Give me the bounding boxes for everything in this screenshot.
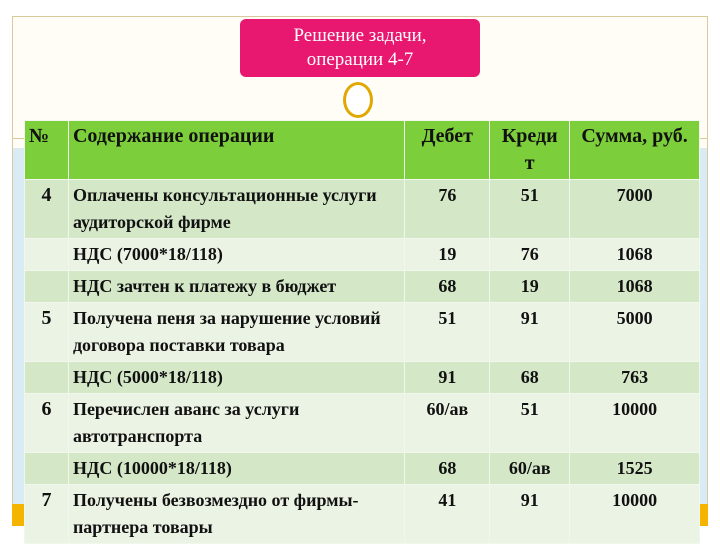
cell-credit: 76 <box>489 238 571 271</box>
cell-no <box>24 238 69 271</box>
cell-content: НДС (7000*18/118) <box>67 238 406 271</box>
cell-credit: 60/ав <box>489 452 571 485</box>
header-debit: Дебет <box>404 120 491 180</box>
cell-sum: 1068 <box>569 270 700 303</box>
title-line-2: операции 4-7 <box>306 49 414 70</box>
cell-debit: 51 <box>404 302 491 362</box>
cell-debit: 68 <box>404 452 491 485</box>
table-header-row: № Содержание операции Дебет Кредит Сумма… <box>24 120 700 180</box>
header-sum: Сумма, руб. <box>569 120 700 180</box>
table-row: НДС (10000*18/118) 68 60/ав 1525 <box>24 452 700 485</box>
cell-debit: 41 <box>404 484 491 544</box>
table-row: 7 Получены безвозмездно от фирмы-партнера… <box>24 484 700 544</box>
cell-debit: 91 <box>404 361 491 394</box>
table-row: 6 Перечислен аванс за услуги автотранспор… <box>24 393 700 453</box>
table-row: 4 Оплачены консультационные услуги аудито… <box>24 179 700 239</box>
title-line-1: Решение задачи, <box>293 25 427 46</box>
cell-credit: 91 <box>489 302 571 362</box>
header-content: Содержание операции <box>67 120 406 180</box>
cell-sum: 763 <box>569 361 700 394</box>
cell-no <box>24 361 69 394</box>
cell-debit: 19 <box>404 238 491 271</box>
cell-sum: 1525 <box>569 452 700 485</box>
cell-no: 5 <box>24 302 69 362</box>
cell-sum: 10000 <box>569 393 700 453</box>
cell-content: НДС (10000*18/118) <box>67 452 406 485</box>
cell-sum: 10000 <box>569 484 700 544</box>
cell-no <box>24 270 69 303</box>
cell-debit: 68 <box>404 270 491 303</box>
ring-ornament-icon <box>343 82 373 118</box>
cell-no <box>24 452 69 485</box>
table-row: НДС зачтен к платежу в бюджет 68 19 1068 <box>24 270 700 303</box>
cell-credit: 51 <box>489 393 571 453</box>
cell-no: 6 <box>24 393 69 453</box>
cell-content: Получена пеня за нарушение условий догов… <box>67 302 406 362</box>
table-row: НДС (5000*18/118) 91 68 763 <box>24 361 700 394</box>
slide-title: Решение задачи, операции 4-7 <box>240 19 480 77</box>
cell-content: Получены безвозмездно от фирмы-партнера … <box>67 484 406 544</box>
cell-debit: 76 <box>404 179 491 239</box>
cell-debit: 60/ав <box>404 393 491 453</box>
table-row: 5 Получена пеня за нарушение условий дого… <box>24 302 700 362</box>
cell-sum: 5000 <box>569 302 700 362</box>
operations-table: № Содержание операции Дебет Кредит Сумма… <box>24 120 700 544</box>
cell-no: 4 <box>24 179 69 239</box>
cell-credit: 91 <box>489 484 571 544</box>
cell-content: Оплачены консультационные услуги аудитор… <box>67 179 406 239</box>
cell-content: Перечислен аванс за услуги автотранспорт… <box>67 393 406 453</box>
cell-content: НДС (5000*18/118) <box>67 361 406 394</box>
cell-credit: 51 <box>489 179 571 239</box>
cell-credit: 19 <box>489 270 571 303</box>
cell-no: 7 <box>24 484 69 544</box>
header-credit: Кредит <box>489 120 571 180</box>
cell-sum: 1068 <box>569 238 700 271</box>
header-no: № <box>24 120 69 180</box>
cell-content: НДС зачтен к платежу в бюджет <box>67 270 406 303</box>
cell-sum: 7000 <box>569 179 700 239</box>
table-row: НДС (7000*18/118) 19 76 1068 <box>24 238 700 271</box>
cell-credit: 68 <box>489 361 571 394</box>
